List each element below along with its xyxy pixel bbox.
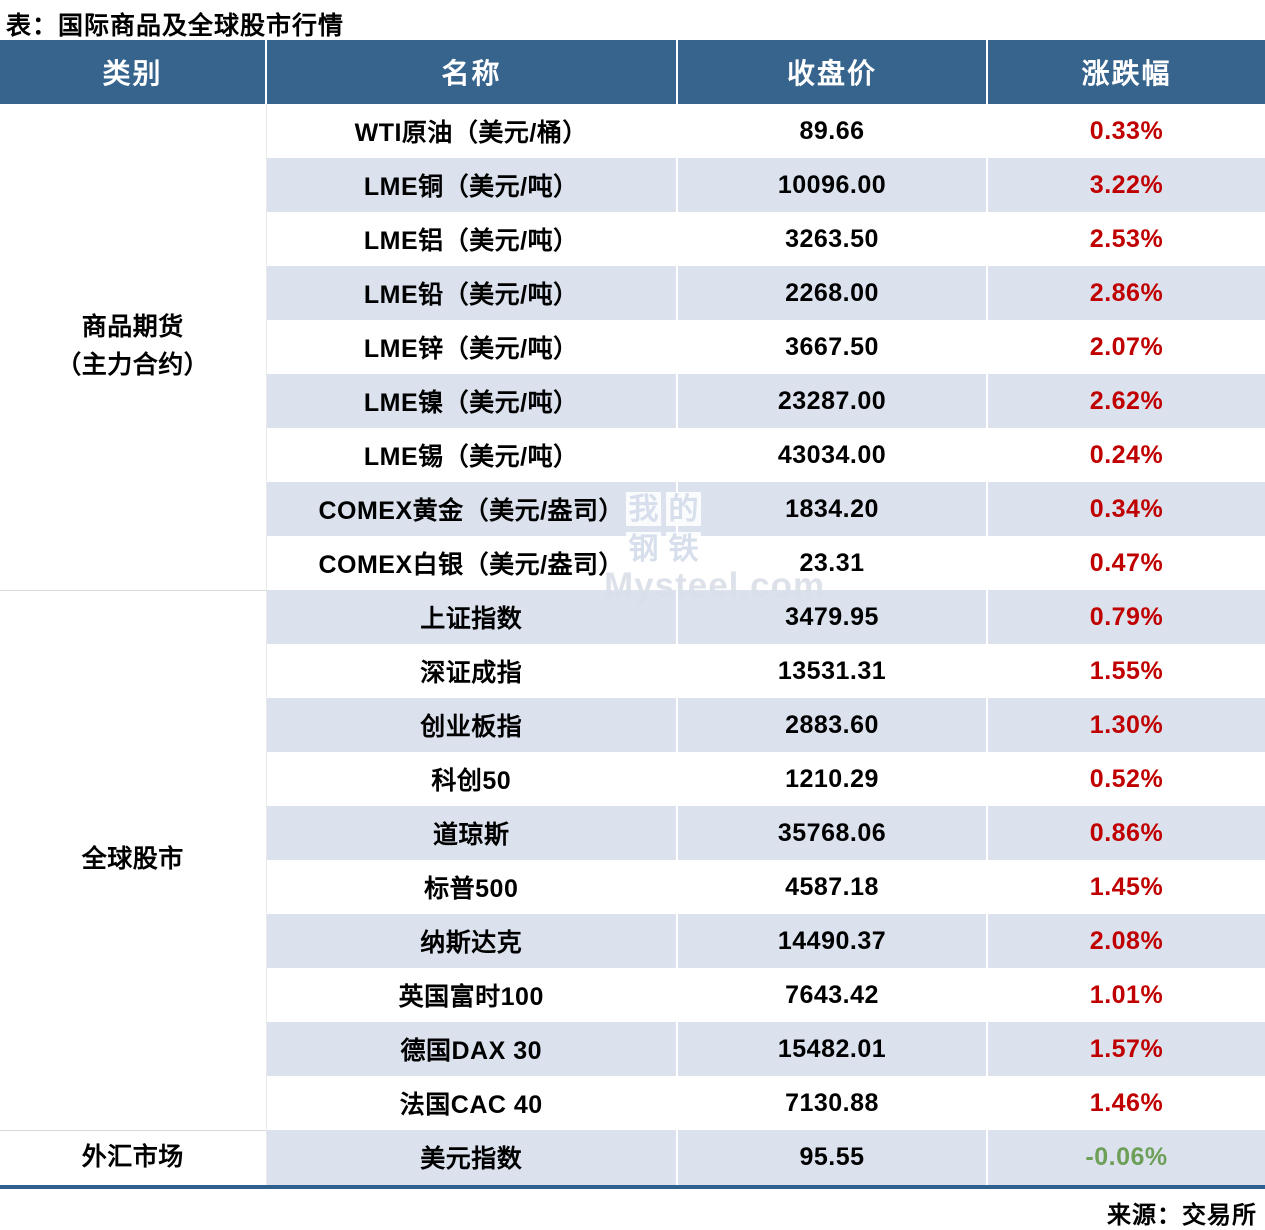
change-percent: 1.46%: [987, 1076, 1265, 1130]
instrument-name: WTI原油（美元/桶）: [266, 104, 678, 158]
change-percent: 0.79%: [987, 590, 1265, 644]
close-price: 23.31: [677, 536, 988, 590]
col-header-change: 涨跌幅: [987, 40, 1265, 104]
close-price: 95.55: [677, 1130, 988, 1187]
change-percent: 0.33%: [987, 104, 1265, 158]
page-title: 表：国际商品及全球股市行情: [6, 12, 345, 40]
category-label-line2: （主力合约）: [56, 350, 210, 379]
change-percent: -0.06%: [987, 1130, 1265, 1187]
change-percent: 1.45%: [987, 860, 1265, 914]
change-percent: 1.30%: [987, 698, 1265, 752]
close-price: 15482.01: [677, 1022, 988, 1076]
table-row: LME铜（美元/吨） 10096.00 3.22%: [0, 158, 1265, 212]
close-price: 14490.37: [677, 914, 988, 968]
table-row: COMEX黄金（美元/盎司） 1834.20 0.34%: [0, 482, 1265, 536]
table-row: 德国DAX 30 15482.01 1.57%: [0, 1022, 1265, 1076]
close-price: 2883.60: [677, 698, 988, 752]
close-price: 3667.50: [677, 320, 988, 374]
instrument-name: LME铝（美元/吨）: [266, 212, 678, 266]
close-price: 7130.88: [677, 1076, 988, 1130]
instrument-name: 创业板指: [266, 698, 678, 752]
instrument-name: 纳斯达克: [266, 914, 678, 968]
change-percent: 0.52%: [987, 752, 1265, 806]
table-row: 外汇市场 美元指数 95.55 -0.06%: [0, 1129, 1265, 1187]
instrument-name: 法国CAC 40: [266, 1076, 678, 1130]
change-percent: 1.55%: [987, 644, 1265, 698]
table-row: 英国富时100 7643.42 1.01%: [0, 968, 1265, 1022]
table-row: 标普500 4587.18 1.45%: [0, 860, 1265, 914]
change-percent: 1.57%: [987, 1022, 1265, 1076]
instrument-name: 美元指数: [266, 1130, 678, 1187]
close-price: 2268.00: [677, 266, 988, 320]
table-row: 创业板指 2883.60 1.30%: [0, 698, 1265, 752]
table-row: 科创50 1210.29 0.52%: [0, 752, 1265, 806]
instrument-name: 道琼斯: [266, 806, 678, 860]
instrument-name: 深证成指: [266, 644, 678, 698]
instrument-name: LME铜（美元/吨）: [266, 158, 678, 212]
table-row: COMEX白银（美元/盎司） 23.31 0.47%: [0, 536, 1265, 590]
change-percent: 0.47%: [987, 536, 1265, 590]
table-row: LME锌（美元/吨） 3667.50 2.07%: [0, 320, 1265, 374]
change-percent: 2.08%: [987, 914, 1265, 968]
table-row: LME铅（美元/吨） 2268.00 2.86%: [0, 266, 1265, 320]
table-row: 全球股市 上证指数 3479.95 0.79%: [0, 589, 1265, 1130]
col-header-close: 收盘价: [677, 40, 988, 104]
instrument-name: COMEX白银（美元/盎司）: [266, 536, 678, 590]
category-cell-forex: 外汇市场: [0, 1129, 267, 1187]
close-price: 3263.50: [677, 212, 988, 266]
category-label: 商品期货: [81, 313, 184, 342]
close-price: 1210.29: [677, 752, 988, 806]
close-price: 89.66: [677, 104, 988, 158]
change-percent: 1.01%: [987, 968, 1265, 1022]
col-header-name: 名称: [266, 40, 678, 104]
close-price: 23287.00: [677, 374, 988, 428]
instrument-name: LME镍（美元/吨）: [266, 374, 678, 428]
category-cell-commodity-futures: 商品期货 （主力合约）: [0, 104, 267, 590]
table-row: LME铝（美元/吨） 3263.50 2.53%: [0, 212, 1265, 266]
category-label: 全球股市: [81, 845, 184, 874]
close-price: 13531.31: [677, 644, 988, 698]
close-price: 10096.00: [677, 158, 988, 212]
change-percent: 3.22%: [987, 158, 1265, 212]
instrument-name: LME锌（美元/吨）: [266, 320, 678, 374]
change-percent: 2.07%: [987, 320, 1265, 374]
table-row: 纳斯达克 14490.37 2.08%: [0, 914, 1265, 968]
instrument-name: 英国富时100: [266, 968, 678, 1022]
instrument-name: LME锡（美元/吨）: [266, 428, 678, 482]
instrument-name: COMEX黄金（美元/盎司）: [266, 482, 678, 536]
change-percent: 0.86%: [987, 806, 1265, 860]
table-row: 商品期货 （主力合约） WTI原油（美元/桶） 89.66 0.33%: [0, 104, 1265, 590]
change-percent: 2.62%: [987, 374, 1265, 428]
close-price: 4587.18: [677, 860, 988, 914]
table-row: 法国CAC 40 7130.88 1.46%: [0, 1076, 1265, 1130]
close-price: 7643.42: [677, 968, 988, 1022]
source-note: 来源：交易所: [1107, 1201, 1257, 1229]
table-row: 道琼斯 35768.06 0.86%: [0, 806, 1265, 860]
header-row: 类别 名称 收盘价 涨跌幅: [0, 40, 1265, 104]
instrument-name: LME铅（美元/吨）: [266, 266, 678, 320]
change-percent: 2.53%: [987, 212, 1265, 266]
instrument-name: 标普500: [266, 860, 678, 914]
instrument-name: 科创50: [266, 752, 678, 806]
market-table: 类别 名称 收盘价 涨跌幅 商品期货 （主力合约） WTI原油（美元/桶） 89…: [0, 40, 1265, 1189]
close-price: 3479.95: [677, 590, 988, 644]
category-cell-global-stocks: 全球股市: [0, 589, 267, 1130]
table-row: LME镍（美元/吨） 23287.00 2.62%: [0, 374, 1265, 428]
change-percent: 2.86%: [987, 266, 1265, 320]
table-row: LME锡（美元/吨） 43034.00 0.24%: [0, 428, 1265, 482]
change-percent: 0.24%: [987, 428, 1265, 482]
instrument-name: 上证指数: [266, 590, 678, 644]
instrument-name: 德国DAX 30: [266, 1022, 678, 1076]
close-price: 35768.06: [677, 806, 988, 860]
table-row: 深证成指 13531.31 1.55%: [0, 644, 1265, 698]
category-label: 外汇市场: [81, 1142, 184, 1171]
change-percent: 0.34%: [987, 482, 1265, 536]
close-price: 43034.00: [677, 428, 988, 482]
close-price: 1834.20: [677, 482, 988, 536]
col-header-category: 类别: [0, 40, 267, 104]
